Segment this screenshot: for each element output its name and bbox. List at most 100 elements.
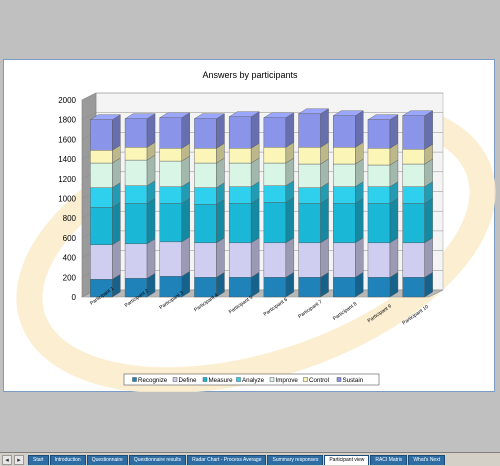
sheet-tab[interactable]: Summary responses: [267, 454, 324, 465]
bar-segment[interactable]: [124, 238, 156, 279]
bar-segment[interactable]: [333, 141, 364, 165]
bar-segment[interactable]: [90, 157, 121, 189]
bar-segment[interactable]: [298, 198, 329, 244]
bar-front: [194, 162, 217, 188]
bar-segment[interactable]: [90, 202, 121, 246]
sheet-tab[interactable]: What's Next: [408, 454, 446, 465]
sheet-tab[interactable]: RACI Matrix: [370, 454, 408, 465]
bar-segment[interactable]: [89, 114, 122, 151]
bar-segment[interactable]: [402, 198, 433, 244]
legend-item[interactable]: Recognize: [132, 377, 168, 384]
bar-segment[interactable]: [124, 198, 156, 245]
sheet-tab[interactable]: Questionnaire results: [128, 454, 187, 465]
bar-front: [194, 118, 217, 149]
bar-segment[interactable]: [367, 114, 399, 149]
sheet-tab[interactable]: Radar Chart - Process Average: [187, 454, 267, 465]
legend-item[interactable]: Analyze: [236, 377, 265, 384]
bar-front: [402, 277, 425, 298]
bar-segment[interactable]: [90, 144, 121, 164]
bar-front: [367, 164, 391, 187]
bar-segment[interactable]: [367, 159, 399, 188]
bar-segment[interactable]: [367, 142, 399, 166]
bar-segment[interactable]: [194, 237, 225, 278]
bar-front: [402, 242, 425, 278]
legend-item[interactable]: Control: [303, 377, 329, 384]
bar-segment[interactable]: [124, 272, 156, 298]
bar-segment[interactable]: [263, 237, 295, 278]
bar-segment[interactable]: [333, 237, 364, 278]
bar-segment[interactable]: [402, 158, 433, 188]
bar-segment[interactable]: [367, 198, 399, 244]
bar-segment[interactable]: [263, 271, 295, 298]
bar-segment[interactable]: [297, 108, 330, 148]
sheet-tab[interactable]: Introduction: [49, 454, 86, 465]
bar-segment[interactable]: [124, 154, 156, 187]
bar-segment[interactable]: [402, 181, 433, 204]
sheet-tab[interactable]: Participant view: [324, 454, 370, 465]
bar-segment[interactable]: [332, 110, 364, 148]
legend-swatch: [202, 377, 208, 382]
bar-segment[interactable]: [194, 199, 225, 244]
tab-scroll-left-icon[interactable]: ◂: [2, 454, 12, 465]
legend-item[interactable]: Improve: [269, 377, 298, 384]
bar-segment[interactable]: [263, 197, 295, 244]
bar-side: [216, 199, 225, 244]
bar-segment[interactable]: [228, 111, 260, 149]
bar-segment[interactable]: [159, 181, 190, 204]
legend-item[interactable]: Define: [172, 377, 197, 384]
bar-segment[interactable]: [367, 271, 399, 298]
bar-segment[interactable]: [90, 182, 121, 208]
bar-segment[interactable]: [401, 110, 434, 150]
bar-segment[interactable]: [333, 198, 364, 244]
bar-side: [181, 155, 190, 188]
bar-segment[interactable]: [194, 157, 225, 189]
bar-segment[interactable]: [333, 271, 364, 298]
bar-segment[interactable]: [263, 157, 295, 187]
bar-segment[interactable]: [124, 141, 156, 161]
bar-segment[interactable]: [228, 271, 260, 298]
bar-segment[interactable]: [159, 112, 191, 149]
tab-scroll-right-icon[interactable]: ▸: [14, 454, 24, 465]
bar-segment[interactable]: [228, 198, 260, 244]
bar-front: [367, 186, 391, 204]
bar-segment[interactable]: [333, 181, 364, 204]
bar-front: [402, 186, 425, 204]
bar-segment[interactable]: [333, 158, 364, 188]
bar-segment[interactable]: [228, 157, 260, 188]
bar-segment[interactable]: [402, 237, 433, 278]
legend-item[interactable]: Measure: [202, 377, 233, 384]
bar-segment[interactable]: [193, 113, 226, 149]
bar-segment[interactable]: [194, 271, 225, 298]
bar-segment[interactable]: [298, 237, 329, 278]
bar-segment[interactable]: [159, 142, 190, 162]
bar-top: [263, 112, 295, 118]
bar-segment[interactable]: [367, 181, 399, 204]
legend[interactable]: Recognize Define Measure Analyze Improve Cont…: [123, 373, 380, 386]
bar-segment[interactable]: [263, 112, 295, 148]
sheet-tab[interactable]: Start: [28, 454, 49, 465]
bar-segment[interactable]: [159, 270, 190, 298]
x-tick-label: Participant 7: [297, 299, 323, 320]
bar-side: [181, 112, 190, 149]
bar-segment[interactable]: [124, 113, 156, 148]
bar-side: [216, 237, 225, 278]
bar-segment[interactable]: [159, 198, 190, 243]
bar-segment[interactable]: [298, 141, 329, 165]
bar-segment[interactable]: [298, 182, 329, 204]
bar-segment[interactable]: [263, 180, 295, 203]
chart-object[interactable]: 0 200 400 600 800 1000 1200 1400 1600 1800 2000 Pa…: [3, 59, 496, 393]
y-tick-label: 600: [63, 234, 77, 243]
sheet-tab[interactable]: Questionnaire: [86, 454, 128, 465]
bar-segment[interactable]: [367, 237, 399, 278]
bar-segment[interactable]: [228, 142, 260, 164]
bar-segment[interactable]: [402, 271, 433, 298]
bar-segment[interactable]: [402, 143, 433, 165]
bar-segment[interactable]: [124, 180, 156, 204]
bar-front: [194, 148, 217, 164]
bar-side: [250, 198, 260, 244]
bar-segment[interactable]: [159, 236, 190, 277]
bar-segment[interactable]: [228, 237, 260, 278]
legend-item[interactable]: Sustain: [336, 377, 364, 384]
bar-segment[interactable]: [298, 158, 329, 189]
bar-segment[interactable]: [90, 239, 121, 280]
